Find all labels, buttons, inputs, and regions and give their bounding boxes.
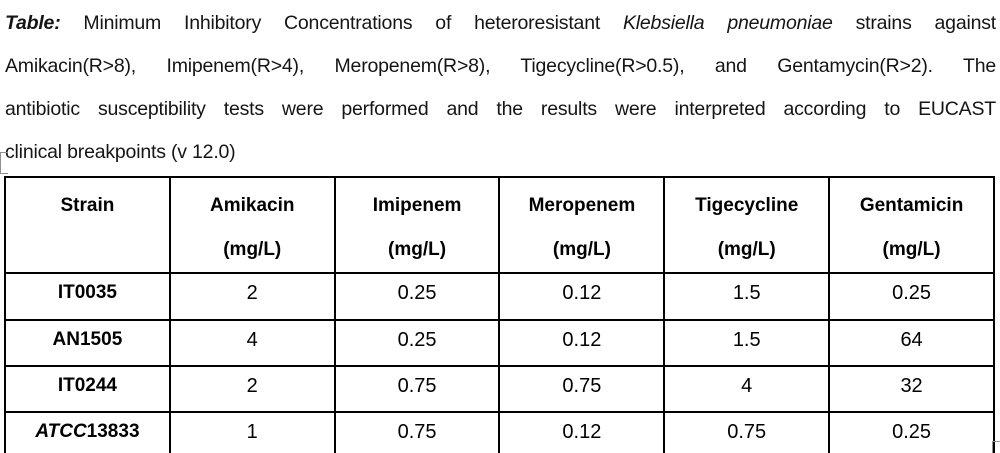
mic-value-cell: 0.25 (828, 272, 995, 321)
mic-value-cell: 0.12 (498, 272, 666, 321)
caption-segment: antibiotic susceptibility tests were per… (5, 98, 996, 120)
strain-cell: IT0244 (4, 365, 171, 413)
table-row-atcc13833: ATCC13833 1 0.75 0.12 0.75 0.25 (4, 411, 995, 453)
caption-segment: Amikacin(R>8), Imipenem(R>4), Meropenem(… (5, 55, 996, 77)
caption-segment: Klebsiella pneumoniae (622, 12, 833, 34)
column-label: Gentamicin (859, 195, 964, 216)
table-row-an1505: AN1505 4 0.25 0.12 1.5 64 (4, 319, 995, 367)
column-header-tigecycline: Tigecycline (mg/L) (663, 176, 831, 274)
column-unit: (mg/L) (717, 239, 776, 260)
table-caption: Table: Minimum Inhibitory Concentrations… (5, 2, 996, 174)
column-header-strain: Strain (4, 176, 171, 274)
caption-segment: Table: (5, 12, 61, 34)
column-header-gentamicin: Gentamicin (mg/L) (828, 176, 995, 274)
mic-value-cell: 0.25 (333, 272, 501, 321)
mic-value-cell: 4 (663, 365, 831, 413)
strain-name: IT0244 (57, 375, 117, 396)
strain-name: AN1505 (52, 329, 123, 350)
column-label: Tigecycline (695, 195, 799, 216)
column-unit: (mg/L) (388, 239, 447, 260)
mic-value-cell: 1.5 (663, 319, 831, 367)
mic-value-cell: 0.25 (333, 319, 501, 367)
mic-table-body: IT0035 2 0.25 0.12 1.5 0.25 AN1505 4 0.25 0.12 1.5… (4, 272, 995, 453)
mic-value-cell: 1 (168, 411, 336, 453)
caption-line: antibiotic susceptibility tests were per… (5, 88, 996, 131)
mic-value-cell: 2 (168, 365, 336, 413)
mic-value-cell: 0.12 (498, 319, 666, 367)
mic-value-cell: 0.75 (333, 365, 501, 413)
mic-value-cell: 32 (828, 365, 995, 413)
column-header-meropenem: Meropenem (mg/L) (498, 176, 666, 274)
header-row: Strain Amikacin (mg/L) Imipenem (mg/L) Merope… (4, 176, 995, 274)
mic-value-cell: 0.75 (663, 411, 831, 453)
caption-line: Table: Minimum Inhibitory Concentrations… (5, 2, 996, 45)
column-label: Amikacin (210, 195, 295, 216)
column-header-imipenem: Imipenem (mg/L) (333, 176, 501, 274)
strain-name: IT0035 (57, 282, 117, 303)
strain-cell: ATCC13833 (4, 411, 171, 453)
mic-value-cell: 0.75 (498, 365, 666, 413)
mic-value-cell: 64 (828, 319, 995, 367)
caption-segment: strains against (832, 12, 997, 34)
mic-table: Strain Amikacin (mg/L) Imipenem (mg/L) Merope… (4, 176, 995, 453)
mic-value-cell: 1.5 (663, 272, 831, 321)
caption-line: Amikacin(R>8), Imipenem(R>4), Meropenem(… (5, 45, 996, 88)
column-label: Meropenem (528, 195, 636, 216)
strain-name: 13833 (86, 421, 140, 442)
column-label: Imipenem (372, 195, 462, 216)
column-unit: (mg/L) (882, 239, 941, 260)
mic-value-cell: 4 (168, 319, 336, 367)
column-unit: (mg/L) (552, 239, 611, 260)
column-header-amikacin: Amikacin (mg/L) (168, 176, 336, 274)
strain-cell: AN1505 (4, 319, 171, 367)
strain-cell: IT0035 (4, 272, 171, 321)
mic-table-header: Strain Amikacin (mg/L) Imipenem (mg/L) Merope… (4, 176, 995, 274)
table-row-it0244: IT0244 2 0.75 0.75 4 32 (4, 365, 995, 413)
mic-value-cell: 0.12 (498, 411, 666, 453)
mic-value-cell: 0.75 (333, 411, 501, 453)
table-resize-handle[interactable] (992, 441, 1000, 453)
text-cursor-artifact (0, 152, 8, 174)
table-row-it0035: IT0035 2 0.25 0.12 1.5 0.25 (4, 272, 995, 321)
caption-segment: clinical breakpoints (v 12.0) (5, 141, 236, 163)
caption-segment: Minimum Inhibitory Concentrations of het… (60, 12, 623, 34)
caption-line: clinical breakpoints (v 12.0) (5, 131, 996, 174)
column-label: Strain (60, 195, 115, 216)
strain-prefix-italic: ATCC (35, 421, 87, 442)
mic-value-cell: 2 (168, 272, 336, 321)
mic-value-cell: 0.25 (828, 411, 995, 453)
column-unit: (mg/L) (223, 239, 282, 260)
